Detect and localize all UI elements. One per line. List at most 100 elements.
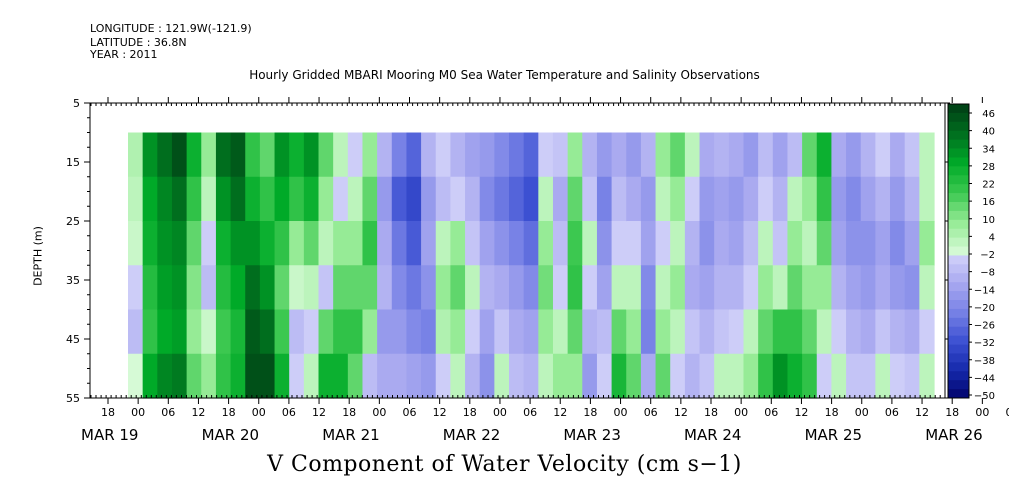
x-tick-label: 00 xyxy=(372,406,386,419)
heatmap-cell xyxy=(728,221,745,266)
heatmap-cell xyxy=(523,221,539,266)
heatmap-cell xyxy=(465,176,481,222)
heatmap-cell xyxy=(494,265,510,311)
heatmap-cell xyxy=(699,265,715,311)
heatmap-cell xyxy=(596,265,613,311)
heatmap-cell xyxy=(772,265,789,311)
heatmap-cell xyxy=(347,309,364,355)
x-tick-label: 12 xyxy=(553,406,567,419)
heatmap-cell xyxy=(157,309,173,355)
heatmap-cell xyxy=(421,176,437,222)
heatmap-cell xyxy=(157,221,173,266)
heatmap-cell xyxy=(230,309,246,355)
heatmap-cell xyxy=(860,132,876,178)
heatmap-cell xyxy=(333,309,349,355)
heatmap-cell xyxy=(728,132,745,178)
heatmap-cell xyxy=(450,353,466,399)
heatmap-cell xyxy=(303,353,320,399)
colorbar-label: −44 xyxy=(974,373,995,384)
x-tick-label: 06 xyxy=(764,406,778,419)
colorbar-swatch xyxy=(948,148,969,158)
heatmap-cell xyxy=(831,176,847,222)
heatmap-cell xyxy=(626,309,642,355)
heatmap-cell xyxy=(479,176,495,222)
colorbar-label: −50 xyxy=(974,391,995,402)
heatmap-cell xyxy=(552,265,569,311)
heatmap-cell xyxy=(523,353,539,399)
heatmap-cell xyxy=(171,309,188,355)
heatmap-cell xyxy=(318,353,334,399)
x-date-label: MAR 24 xyxy=(684,426,741,444)
x-date-label: MAR 19 xyxy=(81,426,138,444)
heatmap-cell xyxy=(655,221,671,266)
heatmap-cell xyxy=(655,176,671,222)
heatmap-cell xyxy=(919,309,935,355)
y-tick-label: 35 xyxy=(66,274,80,287)
heatmap-cell xyxy=(684,132,701,178)
heatmap-cell xyxy=(582,132,598,178)
heatmap-cell xyxy=(509,353,525,399)
heatmap-cell xyxy=(802,132,818,178)
colorbar-swatch xyxy=(948,335,969,345)
heatmap-cell xyxy=(816,353,833,399)
heatmap-cell xyxy=(875,265,891,311)
colorbar-swatch xyxy=(948,202,969,212)
heatmap-cell xyxy=(362,353,378,399)
x-tick-label: 12 xyxy=(191,406,205,419)
colorbar-swatch xyxy=(948,317,969,328)
colorbar-label: 34 xyxy=(982,144,995,155)
chart-variable-label: V Component of Water Velocity (cm s−1) xyxy=(267,452,742,477)
heatmap-cell xyxy=(596,309,613,355)
x-tick-label: 06 xyxy=(1006,406,1009,419)
heatmap-cell xyxy=(509,176,525,222)
heatmap-cell xyxy=(860,353,876,399)
heatmap-cell xyxy=(802,353,818,399)
heatmap-cell xyxy=(743,309,759,355)
heatmap-cell xyxy=(465,353,481,399)
heatmap-cell xyxy=(890,221,906,266)
heatmap-cell xyxy=(274,176,290,222)
heatmap-cell xyxy=(450,176,466,222)
x-tick-label: 06 xyxy=(885,406,899,419)
heatmap-cell xyxy=(655,132,671,178)
heatmap-cell xyxy=(128,221,144,266)
heatmap-cell xyxy=(538,176,554,222)
heatmap-cell xyxy=(890,265,906,311)
heatmap-cell xyxy=(699,309,715,355)
heatmap-cell xyxy=(186,265,202,311)
heatmap-cell xyxy=(684,221,701,266)
heatmap-cell xyxy=(274,353,290,399)
heatmap-cell xyxy=(215,309,232,355)
heatmap-cell xyxy=(245,353,261,399)
heatmap-cell xyxy=(684,353,701,399)
colorbar-label: −26 xyxy=(974,321,995,332)
heatmap-cell xyxy=(875,353,891,399)
heatmap-cell xyxy=(450,132,466,178)
heatmap-cell xyxy=(230,353,246,399)
heatmap-cell xyxy=(684,265,701,311)
heatmap-cell xyxy=(538,132,554,178)
x-tick-label: 00 xyxy=(131,406,145,419)
x-tick-label: 18 xyxy=(704,406,718,419)
heatmap-cell xyxy=(318,176,334,222)
heatmap-cell xyxy=(274,132,290,178)
heatmap-cell xyxy=(816,221,833,266)
heatmap-cell xyxy=(684,176,701,222)
heatmap-cell xyxy=(509,132,525,178)
heatmap-cell xyxy=(171,265,188,311)
heatmap-cell xyxy=(362,132,378,178)
colorbar-label: 22 xyxy=(982,180,995,191)
heatmap-cell xyxy=(333,265,349,311)
heatmap-cell xyxy=(494,176,510,222)
latitude-label: LATITUDE : 36.8N xyxy=(90,36,187,49)
heatmap-cell xyxy=(626,353,642,399)
heatmap-cell xyxy=(831,221,847,266)
plot-axes: 5 15 25 35 45 55 18 00 06 12 18 00 06 12 18 00 06 12 18 00 0… xyxy=(66,97,1009,444)
heatmap-cell xyxy=(802,265,818,311)
heatmap-cell xyxy=(128,353,144,399)
heatmap-cell xyxy=(831,265,847,311)
heatmap-cell xyxy=(465,132,481,178)
heatmap-cell xyxy=(391,221,408,266)
x-tick-label: 06 xyxy=(282,406,296,419)
heatmap-cell xyxy=(758,309,774,355)
